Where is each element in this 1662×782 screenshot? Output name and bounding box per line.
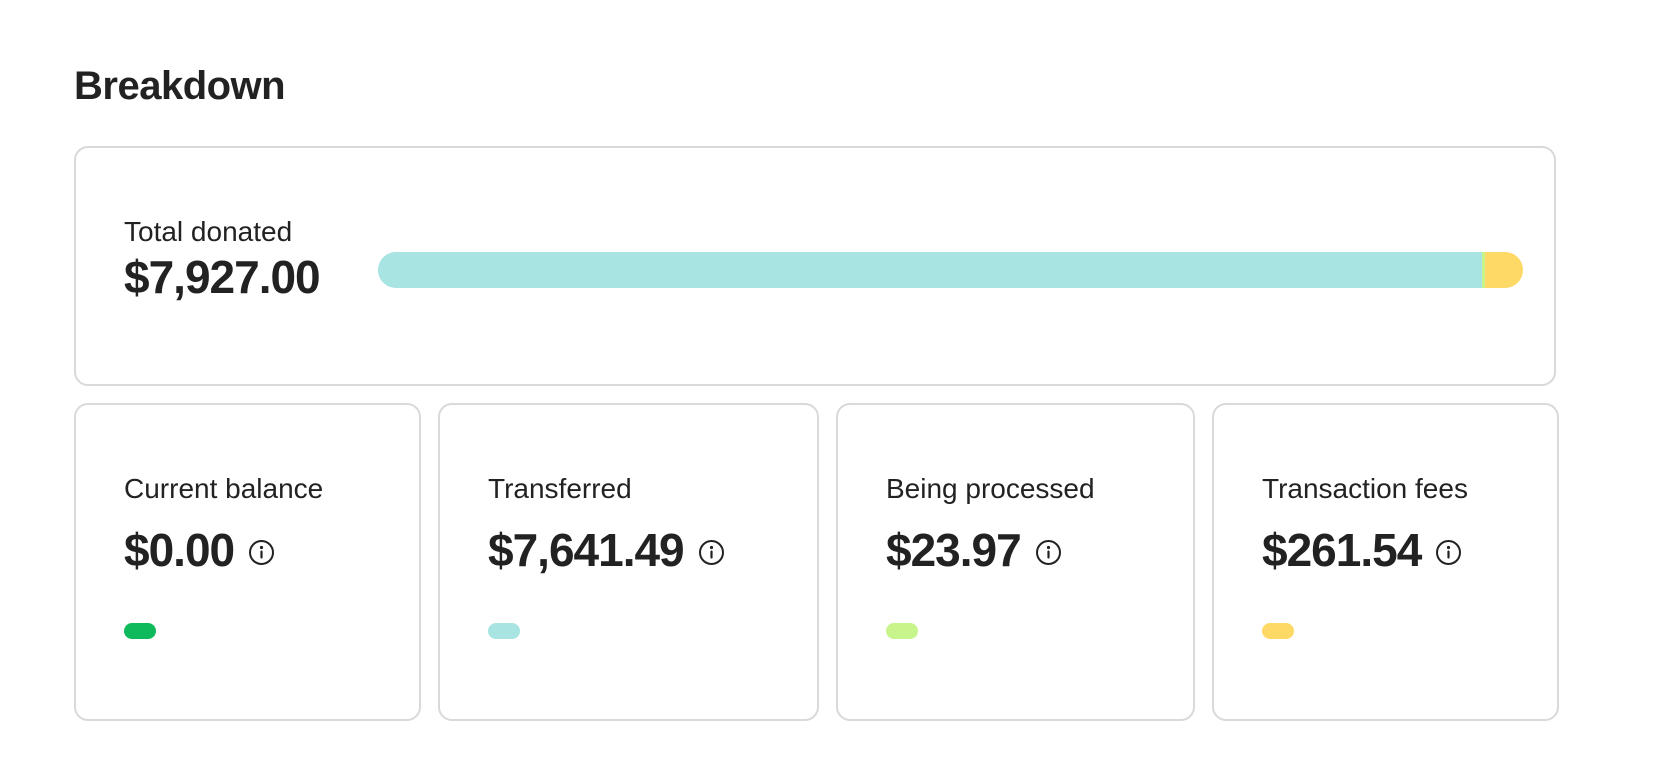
info-icon[interactable] xyxy=(698,539,725,566)
bar-segment-transferred xyxy=(378,252,1482,288)
breakdown-stacked-bar xyxy=(378,252,1523,288)
stat-value: $23.97 xyxy=(886,524,1022,576)
total-donated-card: Total donated $7,927.00 xyxy=(74,146,1556,386)
bar-segment-being-processed xyxy=(1481,252,1486,288)
legend-swatch xyxy=(124,623,156,639)
legend-swatch xyxy=(1262,623,1294,639)
stat-label: Current balance xyxy=(124,473,324,504)
section-title: Breakdown xyxy=(74,64,286,108)
info-icon[interactable] xyxy=(1435,539,1462,566)
stat-label: Transferred xyxy=(488,473,632,504)
info-icon[interactable] xyxy=(248,539,275,566)
total-donated-label: Total donated xyxy=(124,216,293,247)
stat-card-transferred: Transferred $7,641.49 xyxy=(438,403,819,721)
stat-value: $261.54 xyxy=(1262,524,1422,576)
stat-value: $7,641.49 xyxy=(488,524,685,576)
stat-label: Transaction fees xyxy=(1262,473,1468,504)
legend-swatch xyxy=(488,623,520,639)
info-icon[interactable] xyxy=(1035,539,1062,566)
stat-label: Being processed xyxy=(886,473,1095,504)
stat-value: $0.00 xyxy=(124,524,235,576)
stat-card-current-balance: Current balance $0.00 xyxy=(74,403,421,721)
bar-segment-transaction-fees xyxy=(1485,252,1523,288)
total-donated-value: $7,927.00 xyxy=(124,251,321,303)
stat-card-transaction-fees: Transaction fees $261.54 xyxy=(1212,403,1559,721)
legend-swatch xyxy=(886,623,918,639)
stat-card-being-processed: Being processed $23.97 xyxy=(836,403,1195,721)
